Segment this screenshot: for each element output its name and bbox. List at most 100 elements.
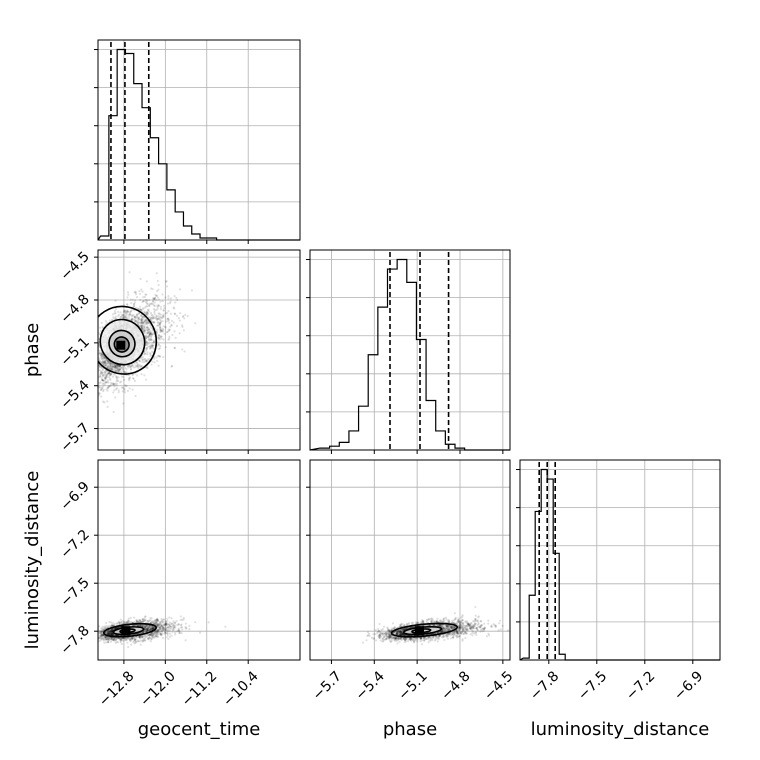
sample-point [110, 633, 113, 636]
sample-point [162, 314, 165, 318]
sample-point [141, 322, 145, 325]
sample-point [115, 365, 118, 368]
sample-point [121, 620, 124, 623]
sample-point [144, 628, 147, 631]
sample-point [112, 637, 115, 640]
sample-point [138, 624, 141, 627]
sample-point [108, 367, 111, 370]
sample-point [151, 627, 154, 630]
sample-point [175, 314, 178, 317]
sample-point [99, 375, 102, 378]
sample-point [106, 400, 109, 403]
histogram-bar [436, 431, 446, 450]
sample-point [143, 620, 146, 623]
sample-point [161, 619, 164, 622]
sample-point [149, 317, 152, 320]
sample-point [95, 380, 97, 382]
sample-point [100, 634, 103, 637]
sample-point [149, 344, 152, 347]
sample-point [104, 636, 107, 639]
sample-point [138, 636, 141, 639]
sample-point [123, 371, 126, 374]
sample-point [100, 352, 103, 355]
sample-point [147, 626, 150, 630]
sample-point [103, 360, 106, 364]
sample-point [106, 632, 109, 635]
sample-point [131, 365, 134, 368]
sample-point [144, 630, 147, 633]
sample-point [173, 346, 176, 350]
sample-point [106, 386, 109, 389]
sample-point [102, 382, 105, 385]
sample-point [98, 359, 101, 362]
sample-point [112, 382, 115, 385]
sample-point [104, 378, 107, 381]
sample-point [102, 363, 105, 366]
sample-point [147, 627, 150, 631]
contour-line [98, 305, 158, 375]
sample-point [152, 298, 155, 301]
sample-point [150, 302, 153, 306]
sample-point [94, 370, 96, 372]
sample-point [112, 627, 115, 630]
histogram-luminosity_distance [519, 468, 720, 661]
sample-point [126, 316, 129, 319]
sample-point [122, 309, 126, 313]
sample-point [101, 360, 104, 363]
sample-point [133, 318, 136, 321]
sample-point [162, 625, 165, 628]
sample-point [156, 279, 159, 283]
sample-point [149, 338, 153, 341]
panel-frame [519, 459, 721, 661]
sample-point [156, 628, 159, 631]
sample-point [137, 320, 140, 323]
sample-point [147, 328, 150, 331]
sample-point [120, 313, 123, 316]
sample-point [157, 623, 161, 626]
sample-point [103, 625, 106, 628]
sample-point [117, 620, 120, 623]
sample-point [108, 364, 111, 367]
sample-point [129, 368, 133, 371]
sample-point [111, 382, 115, 385]
sample-point [151, 627, 154, 630]
sample-point [146, 358, 150, 361]
sample-point [158, 323, 161, 327]
sample-point [116, 366, 119, 369]
sample-point [123, 391, 127, 394]
sample-point [151, 627, 155, 630]
sample-point [94, 357, 96, 359]
sample-point [91, 379, 93, 381]
sample-point [145, 321, 148, 324]
sample-point [140, 324, 143, 327]
sample-point [109, 633, 112, 636]
sample-point [162, 355, 165, 359]
sample-point [111, 638, 114, 641]
sample-point [148, 304, 151, 307]
sample-point [167, 626, 170, 629]
sample-point [91, 360, 93, 362]
sample-point [155, 629, 158, 632]
sample-point [128, 365, 131, 368]
sample-point [142, 321, 146, 324]
sample-point [81, 360, 83, 362]
sample-point [140, 635, 143, 638]
sample-point [94, 378, 96, 380]
sample-point [163, 622, 166, 626]
sample-point [109, 364, 113, 367]
sample-point [143, 627, 147, 630]
sample-point [165, 280, 168, 283]
sample-point [111, 624, 114, 627]
sample-point [130, 638, 134, 641]
sample-point [173, 312, 176, 315]
sample-point [129, 310, 133, 313]
sample-point [116, 364, 119, 367]
sample-point [102, 389, 105, 393]
sample-point [95, 362, 97, 364]
sample-point [89, 372, 91, 374]
sample-point [160, 624, 163, 627]
sample-point [140, 318, 143, 321]
sample-point [116, 364, 120, 368]
sample-point [107, 640, 110, 644]
sample-point [120, 380, 123, 383]
